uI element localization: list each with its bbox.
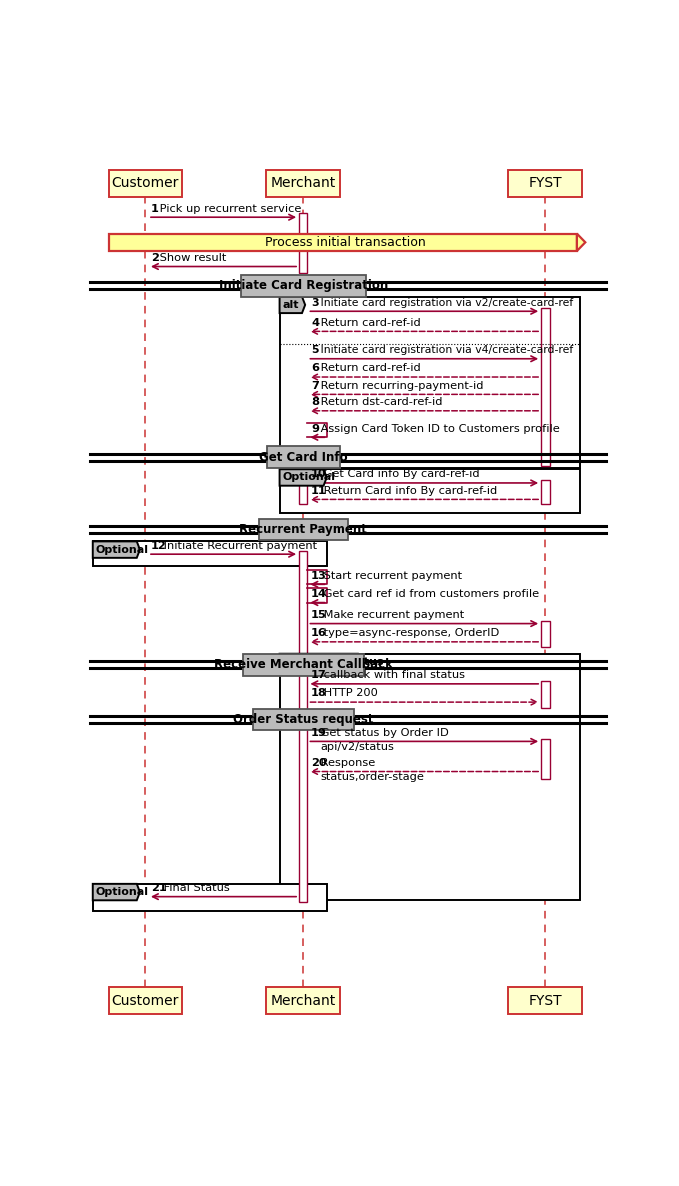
Polygon shape	[93, 884, 140, 900]
FancyBboxPatch shape	[541, 620, 549, 648]
FancyBboxPatch shape	[93, 541, 327, 566]
Text: FYST: FYST	[528, 177, 562, 191]
Text: HTTP 200: HTTP 200	[320, 688, 378, 699]
FancyBboxPatch shape	[299, 550, 308, 903]
Text: Get Card info By card-ref-id: Get Card info By card-ref-id	[320, 470, 480, 479]
FancyBboxPatch shape	[280, 470, 579, 514]
FancyBboxPatch shape	[541, 480, 549, 504]
FancyBboxPatch shape	[541, 681, 549, 708]
Polygon shape	[93, 541, 140, 557]
Text: Initiate Card Registration: Initiate Card Registration	[219, 279, 388, 292]
Text: alt: alt	[282, 300, 299, 310]
Text: Response: Response	[318, 758, 375, 767]
Text: Final Status: Final Status	[160, 884, 230, 893]
Text: 3: 3	[311, 298, 318, 307]
FancyBboxPatch shape	[243, 653, 364, 676]
Polygon shape	[280, 653, 361, 670]
Text: Initiate card registration via v2/create-card-ref: Initiate card registration via v2/create…	[317, 298, 573, 307]
Text: Optional: Optional	[282, 472, 335, 483]
Text: Optional: Optional	[96, 887, 149, 897]
Text: 17: 17	[311, 670, 327, 681]
Text: Customer: Customer	[112, 994, 179, 1008]
FancyBboxPatch shape	[267, 446, 340, 468]
Text: Show result: Show result	[156, 253, 227, 263]
Text: Recurrent Payment: Recurrent Payment	[239, 523, 367, 536]
FancyBboxPatch shape	[280, 296, 579, 468]
FancyBboxPatch shape	[266, 170, 340, 197]
FancyBboxPatch shape	[109, 987, 182, 1014]
Text: Get Card Info: Get Card Info	[259, 451, 348, 464]
Text: Merchant: Merchant	[271, 177, 336, 191]
Text: Pick up recurrent service: Pick up recurrent service	[156, 204, 302, 213]
Text: 11: 11	[311, 486, 327, 496]
Text: status,order-stage: status,order-stage	[320, 772, 424, 783]
Text: Return recurring-payment-id: Return recurring-payment-id	[317, 381, 483, 390]
Text: 5: 5	[311, 345, 318, 355]
Polygon shape	[280, 296, 305, 313]
Text: type=async-response, OrderID: type=async-response, OrderID	[320, 629, 499, 638]
Text: api/v2/status: api/v2/status	[320, 742, 394, 752]
Text: 12: 12	[151, 541, 166, 550]
Text: Initiate card registration via v4/create-card-ref: Initiate card registration via v4/create…	[317, 345, 573, 355]
FancyBboxPatch shape	[541, 739, 549, 779]
Text: Optional: Optional	[96, 544, 149, 555]
Text: Get Final Status: Get Final Status	[282, 657, 383, 667]
Text: 16: 16	[311, 629, 327, 638]
Text: Merchant: Merchant	[271, 994, 336, 1008]
FancyBboxPatch shape	[241, 275, 365, 296]
Text: 10: 10	[311, 470, 327, 479]
Text: Return card-ref-id: Return card-ref-id	[317, 318, 421, 327]
Polygon shape	[280, 470, 327, 486]
Text: FYST: FYST	[528, 994, 562, 1008]
Text: Order Status request: Order Status request	[233, 713, 373, 726]
FancyBboxPatch shape	[109, 170, 182, 197]
Text: callback with final status: callback with final status	[320, 670, 465, 681]
Text: 4: 4	[311, 318, 319, 327]
FancyBboxPatch shape	[299, 212, 308, 273]
FancyBboxPatch shape	[253, 708, 354, 731]
Text: 13: 13	[311, 570, 327, 581]
Text: 18: 18	[311, 688, 327, 699]
Text: Get card ref id from customers profile: Get card ref id from customers profile	[320, 589, 539, 599]
Text: Return card-ref-id: Return card-ref-id	[317, 363, 421, 374]
Text: Make recurrent payment: Make recurrent payment	[320, 610, 464, 620]
Text: 15: 15	[311, 610, 327, 620]
Text: 21: 21	[151, 884, 166, 893]
FancyBboxPatch shape	[509, 987, 582, 1014]
Text: 19: 19	[311, 728, 327, 738]
Text: 20: 20	[311, 758, 327, 767]
FancyBboxPatch shape	[541, 307, 549, 466]
Text: Return Card info By card-ref-id: Return Card info By card-ref-id	[320, 486, 497, 496]
Text: 14: 14	[311, 589, 327, 599]
FancyBboxPatch shape	[259, 518, 348, 541]
Text: 1: 1	[151, 204, 158, 213]
Text: Customer: Customer	[112, 177, 179, 191]
Text: Return dst-card-ref-id: Return dst-card-ref-id	[317, 397, 443, 407]
FancyBboxPatch shape	[109, 234, 577, 251]
Text: Get status by Order ID: Get status by Order ID	[318, 728, 449, 738]
Text: Assign Card Token ID to Customers profile: Assign Card Token ID to Customers profil…	[317, 423, 559, 434]
Text: 2: 2	[151, 253, 158, 263]
Text: 9: 9	[311, 423, 319, 434]
Text: 7: 7	[311, 381, 319, 390]
FancyBboxPatch shape	[509, 170, 582, 197]
Polygon shape	[577, 234, 585, 251]
Text: Process initial transaction: Process initial transaction	[265, 236, 426, 249]
FancyBboxPatch shape	[93, 884, 327, 911]
FancyBboxPatch shape	[299, 480, 308, 504]
Text: Receive Merchant Callback: Receive Merchant Callback	[214, 658, 392, 671]
Text: Initiate Recurrent payment: Initiate Recurrent payment	[160, 541, 316, 550]
Text: Start recurrent payment: Start recurrent payment	[320, 570, 462, 581]
Text: 6: 6	[311, 363, 319, 374]
Text: 8: 8	[311, 397, 319, 407]
FancyBboxPatch shape	[266, 987, 340, 1014]
FancyBboxPatch shape	[280, 653, 579, 900]
